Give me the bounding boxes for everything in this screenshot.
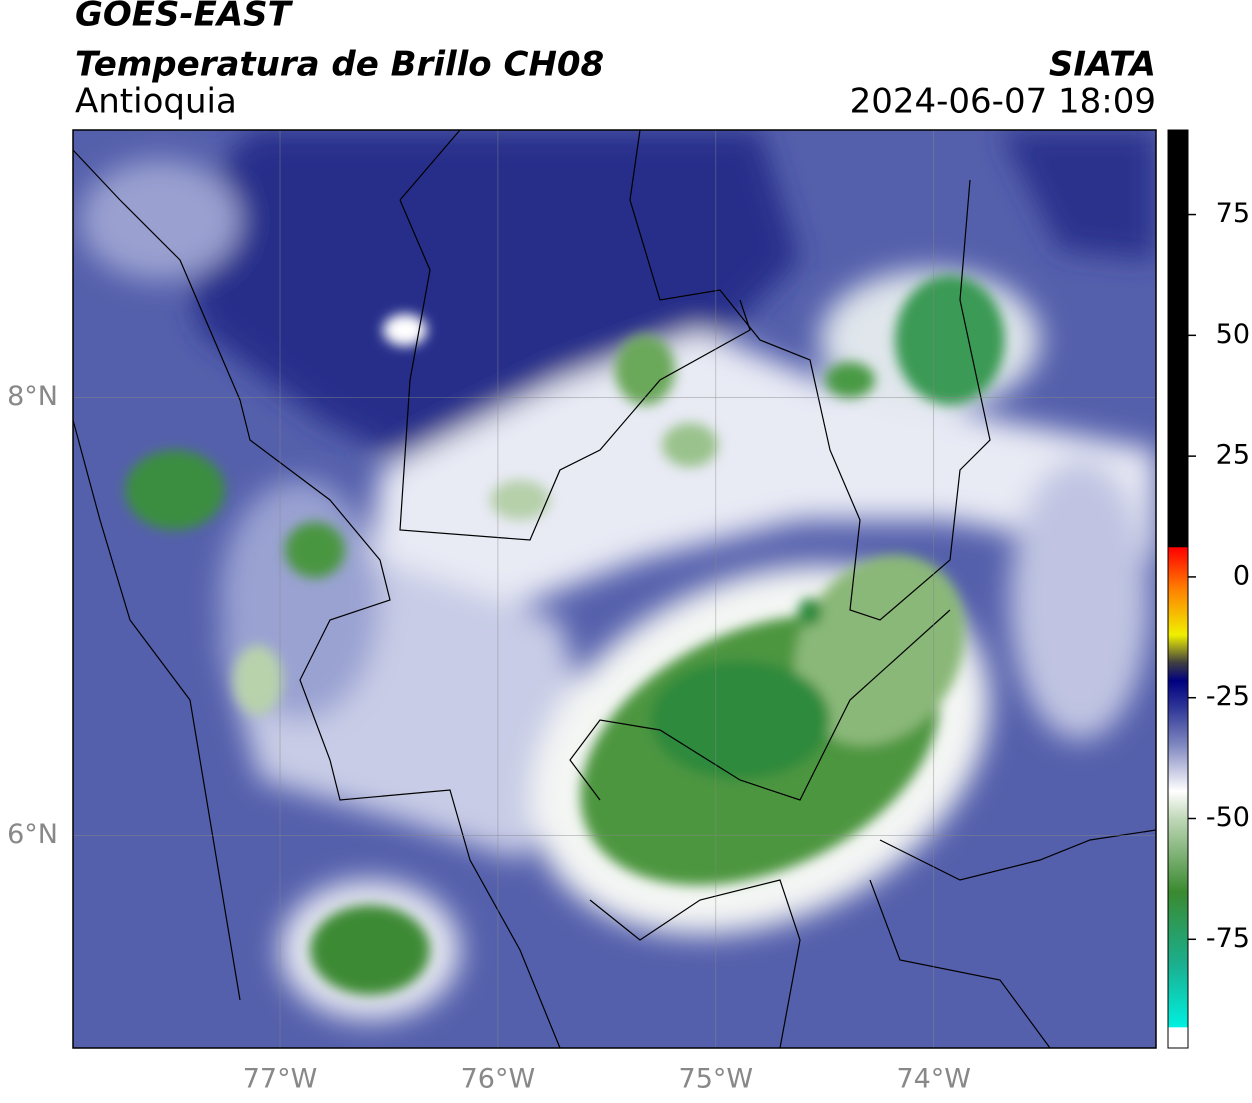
colorbar-label: -50 [1206,802,1250,833]
region: Antioquia [75,82,237,122]
lat-label: 6°N [7,819,58,850]
title: Temperatura de Brillo CH08 [75,45,604,85]
lat-label: 8°N [7,381,58,412]
source: GOES-EAST [75,0,294,35]
colorbar-label: 75 [1216,198,1250,229]
imagery [73,130,1156,1048]
agency: SIATA [1049,45,1156,85]
colorbar-label: 25 [1216,440,1250,471]
colorbar-label: 0 [1233,560,1250,591]
grid [73,130,1156,1048]
colorbar-label: 50 [1216,319,1250,350]
lon-label: 77°W [243,1064,318,1095]
colorbar-label: -75 [1206,923,1250,954]
colorbar [1167,129,1189,1049]
datetime: 2024-06-07 18:09 [850,82,1156,122]
lon-label: 74°W [896,1064,971,1095]
map-frame [72,129,1157,1049]
lon-label: 76°W [461,1064,536,1095]
colorbar-label: -25 [1206,681,1250,712]
lon-label: 75°W [679,1064,754,1095]
